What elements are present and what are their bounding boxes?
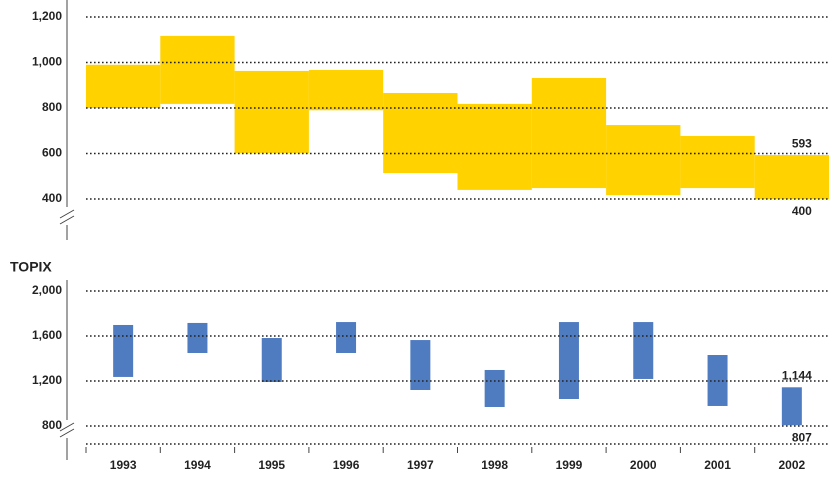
x-tick-label: 1993 <box>110 458 137 472</box>
range-bar <box>234 70 309 154</box>
range-bar <box>781 387 802 426</box>
y-tick-label: 1,200 <box>32 373 62 387</box>
range-bar <box>707 355 728 406</box>
x-tick-label: 2001 <box>704 458 731 472</box>
range-bar <box>383 92 458 174</box>
range-bar <box>308 70 384 111</box>
y-tick-label: 400 <box>42 191 62 205</box>
range-bar <box>336 322 357 353</box>
range-bar <box>484 369 505 407</box>
range-bar <box>606 125 681 196</box>
range-bar <box>754 155 829 199</box>
range-bar <box>113 324 134 377</box>
axis-break <box>59 422 75 432</box>
y-tick-label: 1,200 <box>32 9 62 23</box>
range-bar <box>187 322 208 353</box>
value-label: 400 <box>792 204 812 218</box>
y-tick-label: 2,000 <box>32 283 62 297</box>
x-tick-label: 1994 <box>184 458 211 472</box>
axis-break <box>59 209 75 219</box>
value-label: 1,144 <box>782 368 812 382</box>
y-tick-label: 1,600 <box>32 328 62 342</box>
value-label: 593 <box>792 136 812 150</box>
y-tick-label: 800 <box>42 100 62 114</box>
value-label: 807 <box>792 430 812 444</box>
x-tick-label: 2000 <box>630 458 657 472</box>
range-bar <box>457 103 532 190</box>
axis-break <box>59 428 75 438</box>
range-bar <box>410 340 431 390</box>
y-tick-label: 800 <box>42 418 62 432</box>
y-tick-label: 1,000 <box>32 55 62 69</box>
range-bar <box>160 35 235 104</box>
axis-break <box>59 215 75 225</box>
range-bar <box>680 135 755 189</box>
x-tick-label: 1999 <box>556 458 583 472</box>
x-tick-label: 1998 <box>481 458 508 472</box>
range-bar <box>86 64 161 108</box>
range-bar <box>531 77 607 189</box>
range-bar <box>633 322 654 379</box>
x-tick-label: 1997 <box>407 458 434 472</box>
x-tick-label: 1995 <box>258 458 285 472</box>
x-tick-label: 1996 <box>333 458 360 472</box>
range-bar <box>558 322 579 399</box>
y-tick-label: 600 <box>42 146 62 160</box>
range-bar <box>261 338 282 383</box>
y-axis-label: TOPIX <box>10 259 52 275</box>
x-tick-label: 2002 <box>778 458 805 472</box>
